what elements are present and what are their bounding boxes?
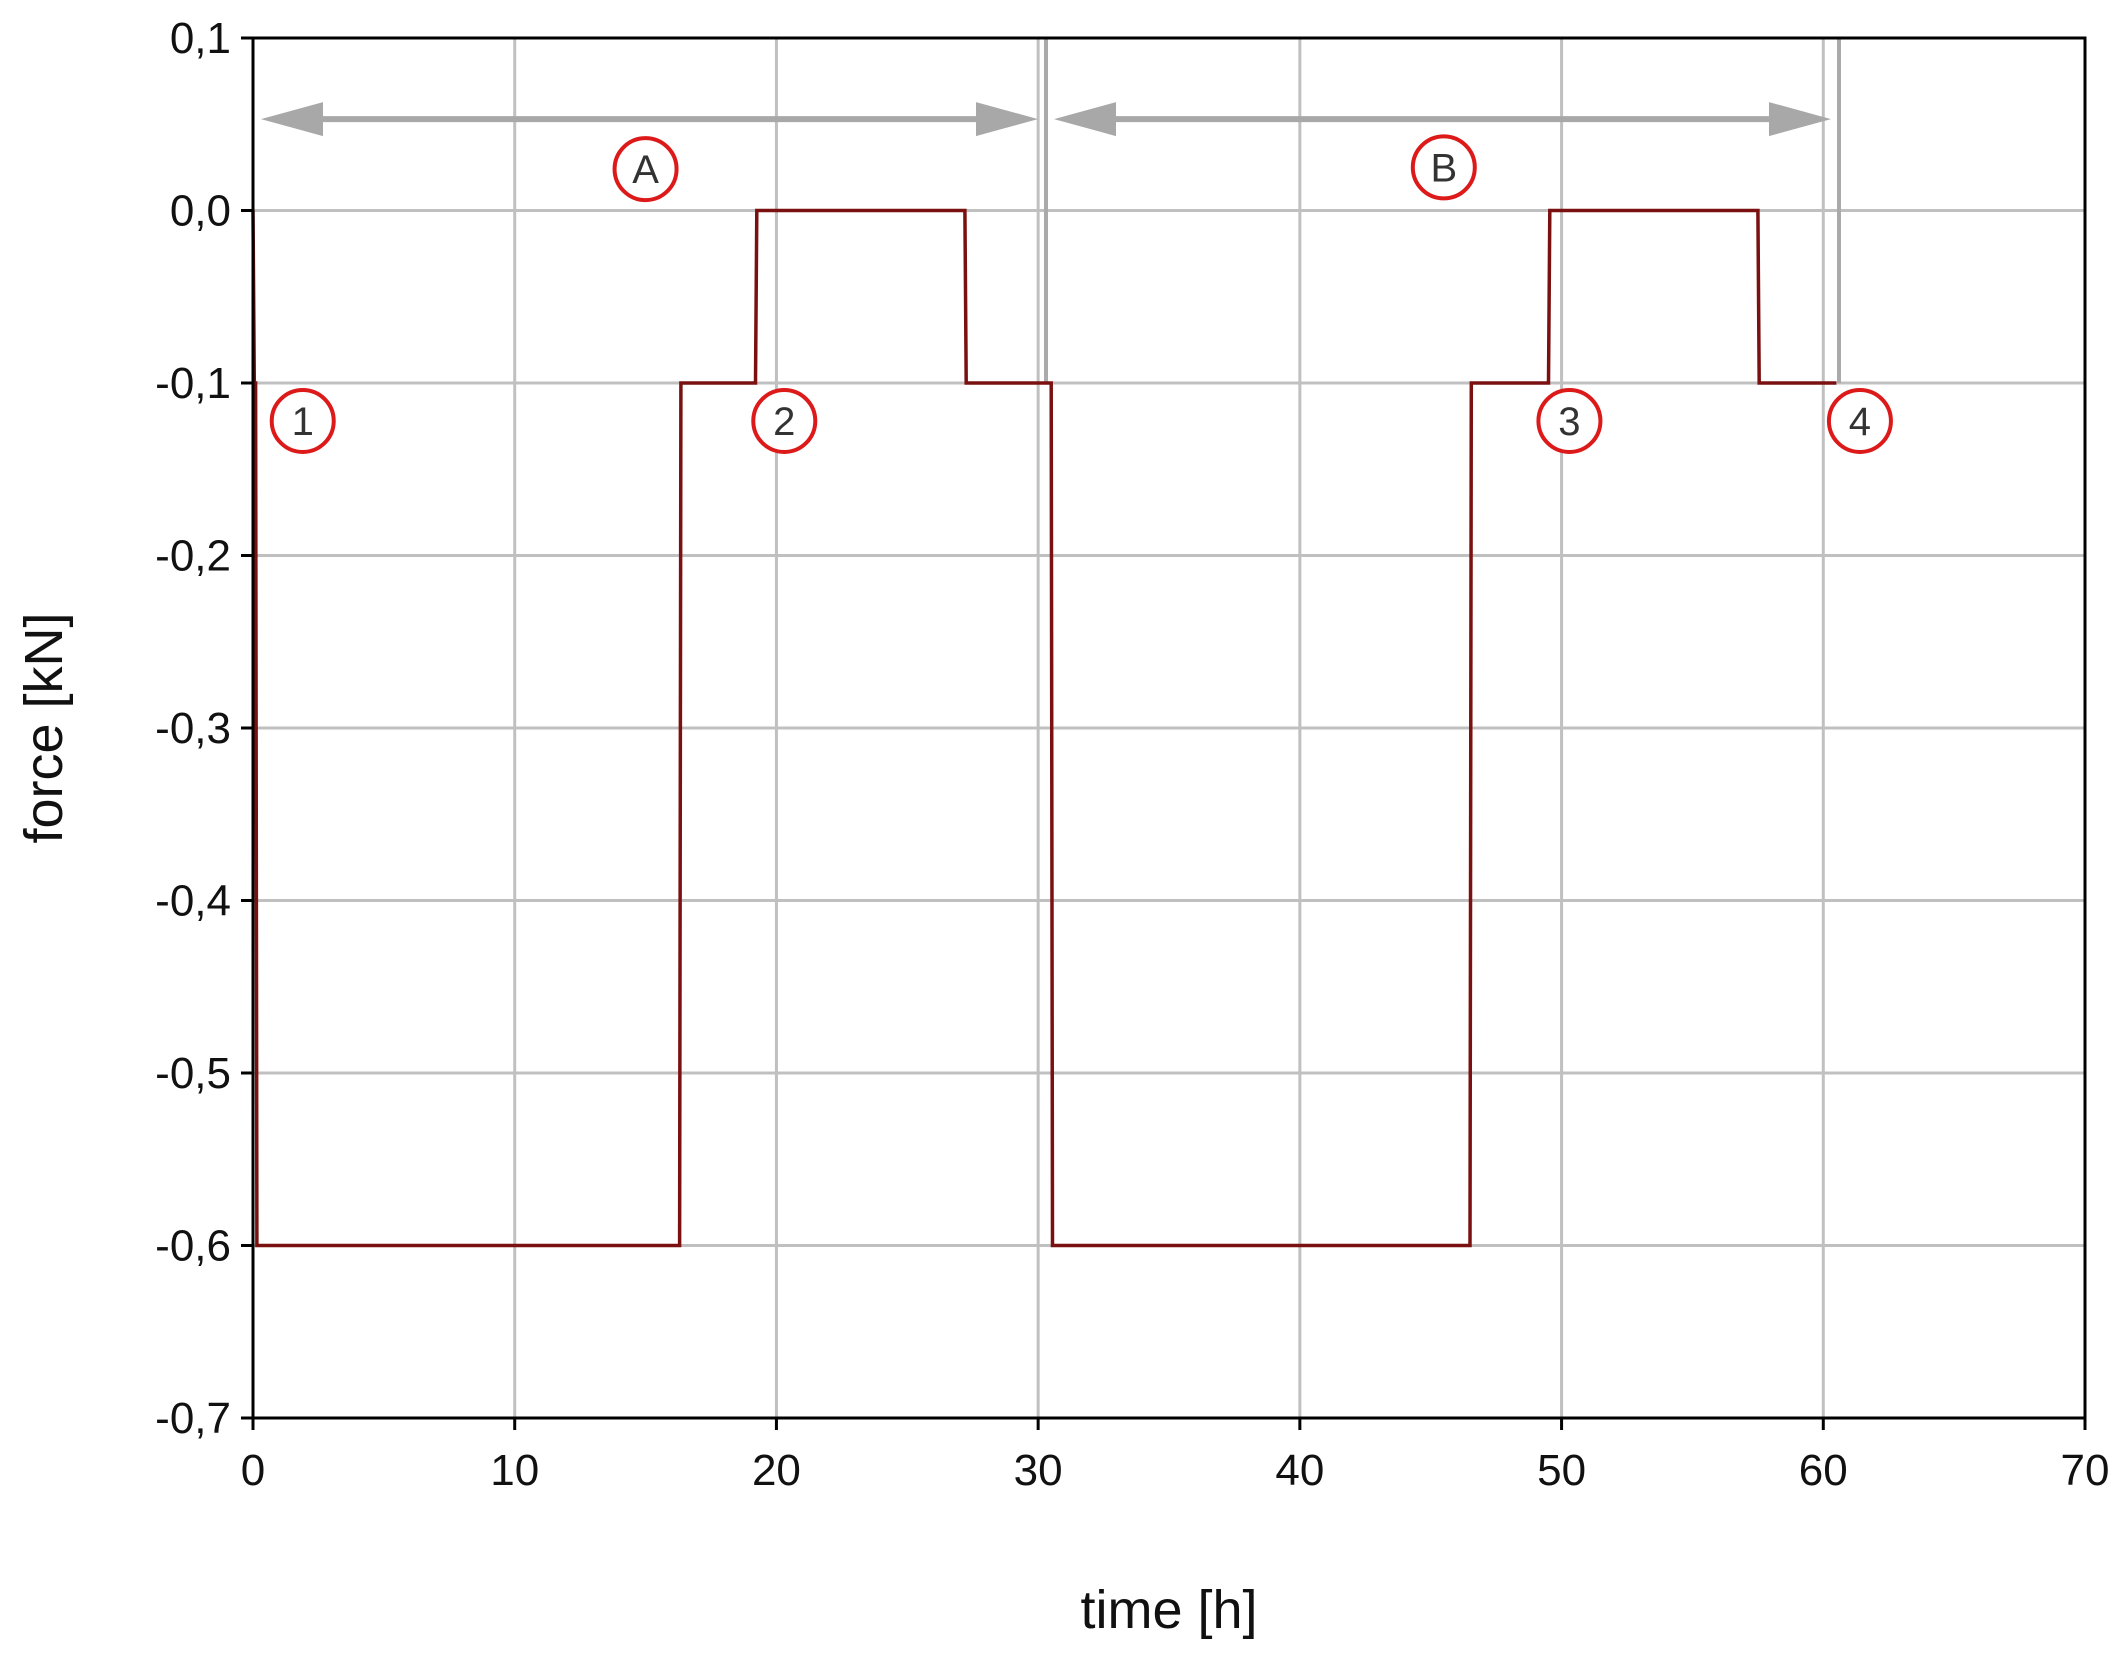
y-tick-label: 0,1	[170, 14, 231, 63]
point-marker-label: 3	[1558, 400, 1580, 444]
phase-label-ring	[1410, 134, 1477, 201]
phase-label: B	[1430, 146, 1457, 190]
point-marker-ring	[1826, 387, 1893, 454]
x-tick-label: 0	[241, 1446, 265, 1495]
phase-arrow-head-left	[261, 102, 323, 137]
point-marker-label: 2	[773, 400, 795, 444]
phase-marker-lines	[1043, 38, 1841, 383]
y-axis-ticks: 0,1 0,0 -0,1 -0,2 -0,3 -0,4 -0,5 -0,6 -0,7	[155, 14, 253, 1443]
x-tick-label: 70	[2061, 1446, 2110, 1495]
phase-arrow-head-right	[975, 102, 1038, 137]
point-marker-ring	[269, 387, 336, 454]
x-tick-label: 30	[1014, 1446, 1063, 1495]
x-axis-title: time [h]	[1080, 1580, 1257, 1640]
point-marker-ring	[1536, 387, 1603, 454]
series-line	[251, 208, 1837, 1248]
y-tick-label: 0,0	[170, 187, 231, 236]
y-tick-label: -0,4	[155, 877, 231, 926]
x-tick-label: 50	[1537, 1446, 1586, 1495]
x-tick-label: 10	[490, 1446, 539, 1495]
y-tick-label: -0,5	[155, 1049, 231, 1098]
x-tick-label: 40	[1275, 1446, 1324, 1495]
y-axis-title: force [kN]	[14, 612, 74, 843]
phase-arrow-head-left	[1053, 102, 1116, 137]
x-tick-label: 20	[752, 1446, 801, 1495]
point-markers: 1 2 3 4	[269, 387, 1893, 454]
phase-label-ring	[612, 136, 679, 203]
x-tick-label: 60	[1799, 1446, 1848, 1495]
series-group	[251, 208, 1837, 1248]
phase-arrow-head-right	[1768, 102, 1831, 137]
x-axis-ticks: 0 10 20 30 40 50 60 70	[241, 1418, 2110, 1495]
y-tick-label: -0,7	[155, 1394, 231, 1443]
y-tick-label: -0,3	[155, 704, 231, 753]
point-marker-label: 1	[292, 400, 314, 444]
y-tick-label: -0,6	[155, 1222, 231, 1271]
point-marker-label: 4	[1849, 400, 1871, 444]
phase-label: A	[632, 148, 659, 192]
point-marker-ring	[751, 387, 818, 454]
y-tick-label: -0,1	[155, 359, 231, 408]
y-tick-label: -0,2	[155, 532, 231, 581]
grid-lines	[253, 38, 2085, 1418]
